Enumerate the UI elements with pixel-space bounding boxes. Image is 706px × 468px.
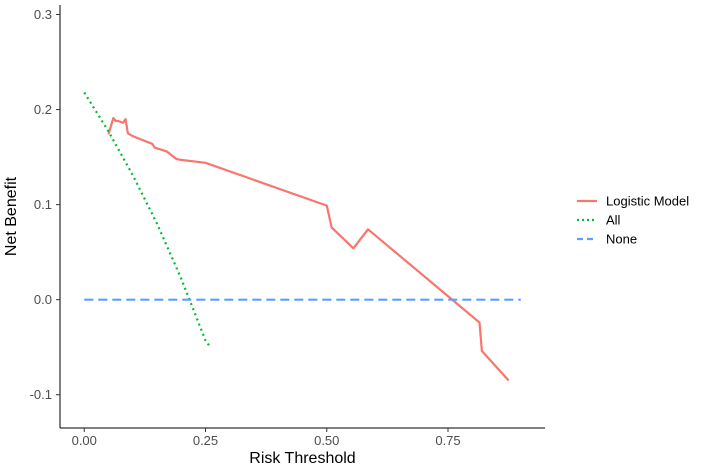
y-tick-label: 0.3 xyxy=(34,7,52,22)
legend: Logistic Model All None xyxy=(577,194,689,247)
y-tick-label: 0.2 xyxy=(34,102,52,117)
x-tick-label: 0.25 xyxy=(193,433,218,448)
legend-label: Logistic Model xyxy=(606,194,689,209)
series-line-all xyxy=(83,91,212,348)
legend-label: All xyxy=(606,213,621,228)
x-tick-label: 0.75 xyxy=(435,433,460,448)
y-tick-label: -0.1 xyxy=(30,387,52,402)
series-line-logistic-model xyxy=(107,116,510,382)
x-tick-label: 0.00 xyxy=(72,433,97,448)
y-tick-label: 0.1 xyxy=(34,197,52,212)
x-axis-ticks: 0.00 0.25 0.50 0.75 xyxy=(72,428,461,448)
x-axis-title: Risk Threshold xyxy=(249,450,355,467)
axes xyxy=(59,5,545,429)
series-layer xyxy=(83,91,521,382)
x-tick-label: 0.50 xyxy=(314,433,339,448)
y-axis-title: Net Benefit xyxy=(3,176,20,256)
y-tick-label: 0.0 xyxy=(34,292,52,307)
y-axis-ticks: -0.1 0.0 0.1 0.2 0.3 xyxy=(30,7,60,402)
legend-label: None xyxy=(606,232,637,247)
